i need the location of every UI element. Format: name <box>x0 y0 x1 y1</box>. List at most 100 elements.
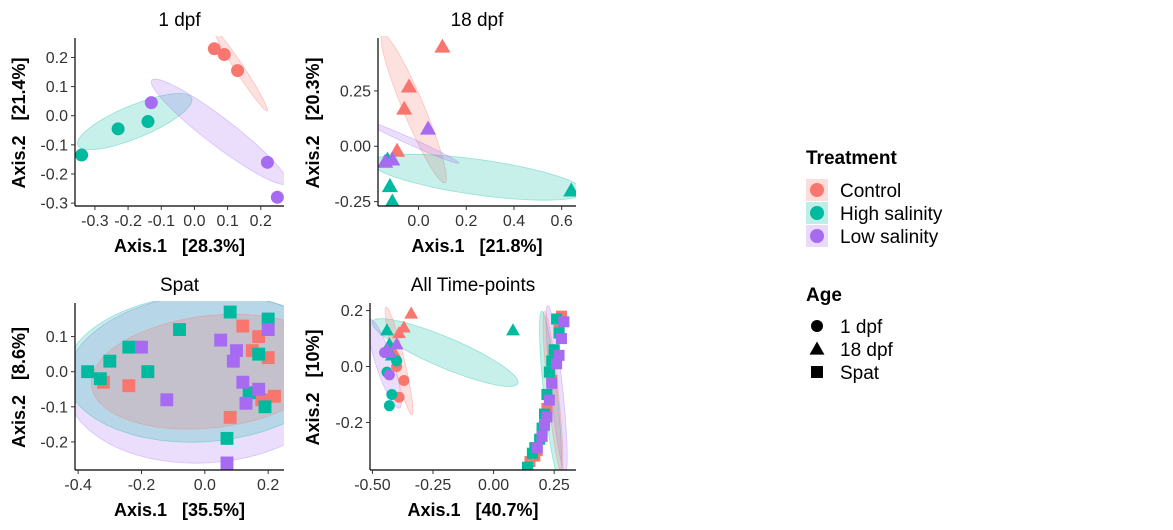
x-tick-label: 0.25 <box>539 477 570 494</box>
confidence-ellipse-high-salinity <box>371 318 519 387</box>
chart-panel-2: 0.0 0.2 0.4 0.6 -0.25 0.00 0.25 18 dpf Axis.1 [2… <box>303 10 576 256</box>
ellipse-layer <box>378 36 576 201</box>
legend-treatment-title: Treatment <box>806 148 897 169</box>
x-tick-label: -0.1 <box>147 213 175 230</box>
data-point-low-salinity <box>252 382 266 396</box>
y-tick-label: -0.1 <box>40 137 68 154</box>
legend-key-square <box>811 366 823 378</box>
data-point-high-salinity <box>385 193 400 206</box>
x-tick-label: -0.25 <box>415 477 452 494</box>
x-tick-label: 0.2 <box>250 213 272 230</box>
data-point-high-salinity <box>553 327 565 339</box>
data-point-low-salinity <box>546 377 558 389</box>
confidence-ellipse-high-salinity <box>378 153 576 201</box>
confidence-ellipse-low-salinity <box>370 318 402 409</box>
x-tick-label: -0.3 <box>81 213 109 230</box>
x-tick-label: 0.0 <box>194 477 216 494</box>
data-point-high-salinity <box>81 365 95 379</box>
y-tick-label: -0.25 <box>335 194 372 211</box>
y-tick-label: 0.00 <box>340 139 371 156</box>
legend-key-circle <box>811 320 823 332</box>
data-point-low-salinity <box>220 456 234 470</box>
x-axis-label: Axis.1 [28.3%] <box>114 236 245 256</box>
data-point-high-salinity <box>220 431 234 445</box>
data-point-high-salinity <box>381 178 398 193</box>
data-point-control <box>404 306 419 319</box>
panel-title: All Time-points <box>411 275 536 296</box>
x-axis-label: Axis.1 [21.8%] <box>411 236 542 256</box>
data-point-high-salinity <box>386 388 398 400</box>
legend-label: Low salinity <box>840 227 939 248</box>
data-point-high-salinity <box>551 313 563 325</box>
data-point-low-salinity <box>536 430 548 442</box>
data-point-high-salinity <box>543 366 555 378</box>
legend-label: High salinity <box>840 204 943 225</box>
ellipse-layer <box>76 36 284 185</box>
data-point-high-salinity <box>75 148 89 162</box>
data-point-high-salinity <box>252 347 266 361</box>
x-tick-label: -0.50 <box>354 477 391 494</box>
x-tick-label: -0.4 <box>64 477 92 494</box>
data-point-control <box>396 100 413 115</box>
data-point-control <box>122 379 136 393</box>
data-point-low-salinity <box>555 333 567 345</box>
data-point-high-salinity <box>223 305 237 319</box>
x-tick-label: 0.00 <box>478 477 509 494</box>
data-point-high-salinity <box>541 388 553 401</box>
data-point-low-salinity <box>226 354 240 368</box>
x-tick-label: -0.2 <box>114 213 142 230</box>
panel-title: 1 dpf <box>158 10 201 31</box>
x-tick-label: 0.2 <box>455 213 477 230</box>
y-tick-label: 0.1 <box>46 79 68 96</box>
data-point-high-salinity <box>506 323 520 336</box>
confidence-ellipse-low-salinity <box>150 78 284 185</box>
legend-label: Spat <box>840 363 880 384</box>
data-point-low-salinity <box>230 344 243 358</box>
y-tick-label: 0.0 <box>46 108 68 125</box>
legend-key-control <box>810 183 824 197</box>
data-point-high-salinity <box>383 400 395 412</box>
y-tick-label: -0.3 <box>40 196 68 213</box>
data-point-low-salinity <box>239 396 253 410</box>
legend-age-title: Age <box>806 285 842 306</box>
y-tick-label: 0.2 <box>46 50 68 67</box>
data-point-low-salinity <box>541 411 553 423</box>
chart-panels: -0.3 -0.2 -0.1 0.0 0.1 0.2 -0.3 -0.2 -0.1 0.0 0.1 0… <box>9 10 576 520</box>
legend-label: 18 dpf <box>840 340 894 361</box>
data-point-control <box>524 456 536 468</box>
data-point-low-salinity <box>160 393 174 407</box>
y-axis-label: Axis.2 [8.6%] <box>9 327 29 448</box>
data-point-low-salinity <box>261 323 275 337</box>
legend-key-triangle <box>809 341 825 355</box>
data-point-low-salinity <box>382 345 397 358</box>
legend-label: 1 dpf <box>840 317 883 338</box>
y-tick-label: 0.2 <box>341 303 363 320</box>
y-tick-label: -0.2 <box>335 415 363 432</box>
y-tick-label: 0.25 <box>340 83 371 100</box>
data-point-low-salinity <box>553 349 565 361</box>
legend-key-low-salinity <box>810 229 824 243</box>
data-point-control <box>541 402 553 414</box>
y-tick-label: -0.2 <box>40 434 68 451</box>
x-tick-label: 0.0 <box>407 213 429 230</box>
data-point-high-salinity <box>261 312 275 326</box>
data-point-low-salinity <box>144 96 158 110</box>
x-tick-label: -0.2 <box>128 477 156 494</box>
data-point-high-salinity <box>548 344 560 356</box>
y-tick-label: 0.1 <box>46 329 68 346</box>
data-point-control <box>217 48 231 62</box>
data-point-high-salinity <box>526 447 538 459</box>
data-point-low-salinity <box>135 340 148 354</box>
data-point-high-salinity <box>141 115 155 129</box>
data-point-control <box>434 38 451 53</box>
legend-label: Control <box>840 181 901 202</box>
data-point-control <box>398 375 410 387</box>
x-axis-label: Axis.1 [35.5%] <box>114 500 245 520</box>
data-point-high-salinity <box>141 365 155 379</box>
y-tick-label: 0.0 <box>341 359 363 376</box>
points-layer <box>81 305 281 470</box>
data-point-low-salinity <box>384 151 401 166</box>
